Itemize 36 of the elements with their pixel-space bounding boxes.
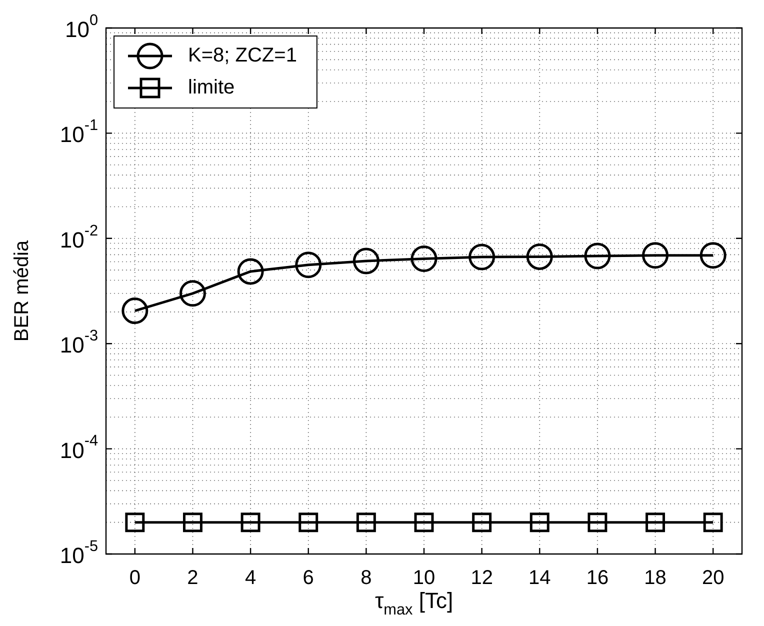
point (646, 512, 666, 532)
x-tick-label: 10 (412, 567, 436, 589)
point (356, 512, 376, 532)
x-tick-label: 14 (528, 567, 551, 589)
point (414, 512, 434, 532)
legend-label: K=8; ZCZ=1 (188, 44, 297, 67)
x-tick-label: 12 (470, 567, 493, 589)
point (182, 512, 202, 532)
legend-label: limite (188, 76, 235, 99)
x-tick-label: 6 (302, 567, 314, 589)
x-tick-label: 16 (586, 567, 609, 589)
x-tick-label: 4 (244, 567, 256, 589)
point (125, 512, 145, 532)
point (642, 242, 669, 269)
point (584, 242, 611, 270)
point (588, 512, 608, 532)
point (703, 512, 723, 532)
point (468, 244, 496, 270)
point (179, 280, 206, 307)
point (295, 252, 322, 278)
point (122, 298, 148, 324)
point (530, 512, 550, 532)
point (472, 512, 492, 532)
x-tick-label: 8 (360, 567, 372, 589)
point (240, 512, 260, 532)
point (298, 512, 318, 532)
point (237, 258, 264, 285)
y-axis-title: BER média (11, 240, 33, 342)
point (352, 248, 380, 274)
point (526, 243, 553, 270)
x-tick-label: 18 (644, 567, 666, 589)
x-tick-label: 20 (702, 567, 724, 589)
x-tick-label: 0 (129, 567, 140, 589)
x-tick-label: 2 (187, 567, 198, 589)
point (700, 242, 726, 269)
point (410, 246, 438, 272)
